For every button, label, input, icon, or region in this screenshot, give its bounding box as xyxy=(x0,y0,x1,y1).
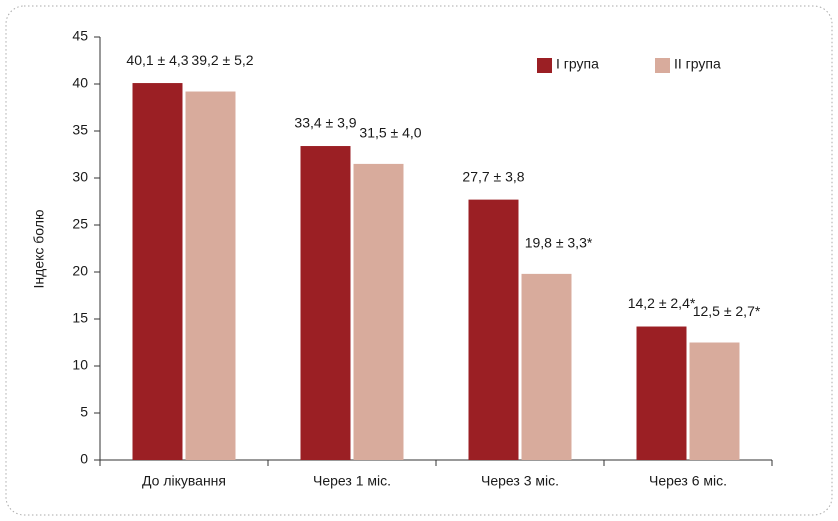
bar xyxy=(689,342,740,460)
y-tick-label: 30 xyxy=(72,169,88,185)
y-tick-label: 5 xyxy=(80,404,88,420)
bar xyxy=(185,91,236,461)
value-label: 33,4 ± 3,9 xyxy=(294,115,356,131)
legend-swatch xyxy=(537,58,552,73)
value-label: 27,7 ± 3,8 xyxy=(462,168,524,184)
value-label: 14,2 ± 2,4* xyxy=(628,295,696,311)
y-tick-label: 25 xyxy=(72,216,88,232)
bar xyxy=(468,199,519,460)
value-label: 31,5 ± 4,0 xyxy=(359,125,421,141)
y-tick-label: 10 xyxy=(72,357,88,373)
value-label: 19,8 ± 3,3* xyxy=(525,235,593,251)
legend-swatch xyxy=(655,58,670,73)
x-tick-label: Через 6 міс. xyxy=(649,473,727,489)
bar xyxy=(636,326,687,460)
bar xyxy=(132,83,183,460)
y-tick-label: 40 xyxy=(72,75,88,91)
value-label: 39,2 ± 5,2 xyxy=(191,52,253,68)
bar xyxy=(300,146,351,461)
y-tick-label: 45 xyxy=(72,28,88,44)
y-tick-label: 0 xyxy=(80,451,88,467)
legend-label: I група xyxy=(556,56,599,72)
bar xyxy=(353,163,404,460)
x-tick-label: Через 1 міс. xyxy=(313,473,391,489)
value-label: 12,5 ± 2,7* xyxy=(693,303,761,319)
y-tick-label: 20 xyxy=(72,263,88,279)
value-label: 40,1 ± 4,3 xyxy=(126,52,188,68)
y-tick-label: 15 xyxy=(72,310,88,326)
bar xyxy=(521,273,572,460)
x-tick-label: Через 3 міс. xyxy=(481,473,559,489)
y-tick-label: 35 xyxy=(72,122,88,138)
x-tick-label: До лікування xyxy=(142,473,226,489)
legend-label: II група xyxy=(674,56,721,72)
y-axis-label: Індекс болю xyxy=(31,210,47,289)
